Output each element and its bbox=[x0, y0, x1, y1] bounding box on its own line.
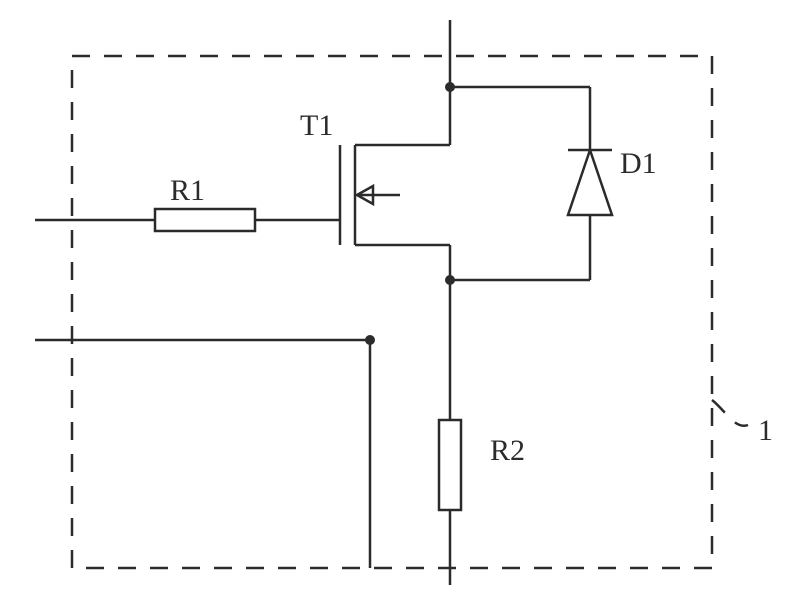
diode-d1 bbox=[568, 150, 612, 215]
label-r2: R2 bbox=[490, 434, 525, 467]
block-leader bbox=[712, 400, 748, 426]
label-r1: R1 bbox=[170, 174, 205, 207]
label-block_ref: 1 bbox=[758, 414, 773, 447]
label-d1: D1 bbox=[620, 147, 657, 180]
node-left_tee bbox=[365, 335, 375, 345]
block-border bbox=[72, 56, 712, 568]
node-top_tee bbox=[445, 82, 455, 92]
node-mid_tee bbox=[445, 275, 455, 285]
label-t1: T1 bbox=[300, 109, 333, 142]
resistor-r2 bbox=[439, 420, 461, 510]
resistor-r1 bbox=[155, 209, 255, 231]
